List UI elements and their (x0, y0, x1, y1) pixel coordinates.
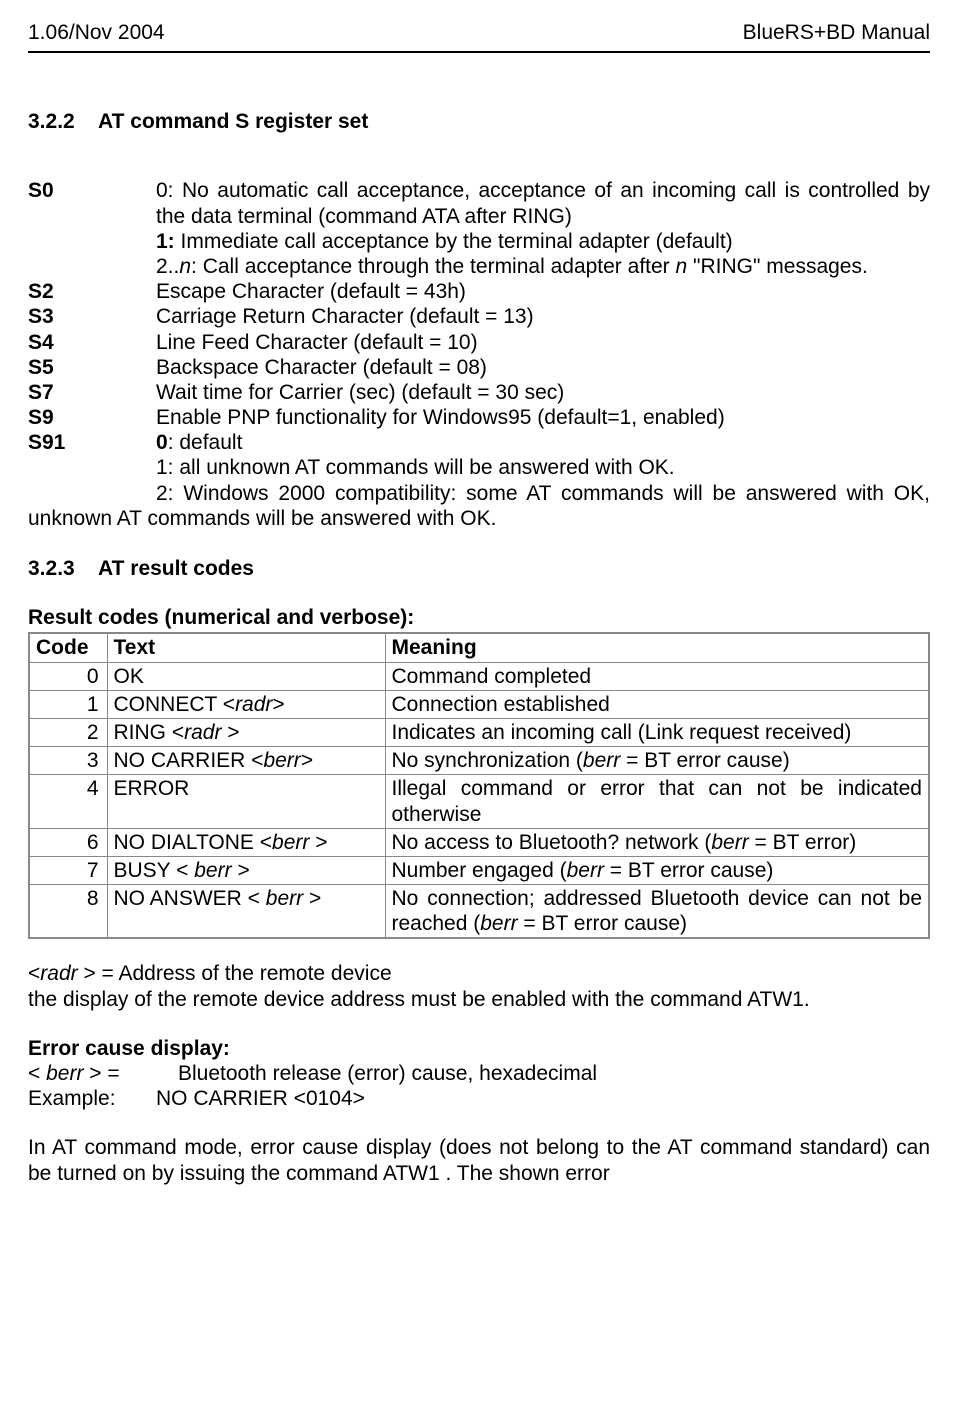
cell-code: 8 (29, 885, 107, 939)
cell-meaning: Command completed (385, 662, 929, 690)
result-codes-table: Code Text Meaning 0 OK Command completed… (28, 632, 930, 939)
s0-line1: 0: No automatic call acceptance, accepta… (156, 178, 930, 228)
s7-text: Wait time for Carrier (sec) (default = 3… (156, 380, 930, 405)
error-cause-heading: Error cause display: (28, 1036, 930, 1061)
section-322-title: AT command S register set (98, 110, 368, 133)
s91-line3: 2: Windows 2000 compatibility: some AT c… (28, 481, 930, 531)
table-row: 6 NO DIALTONE <berr > No access to Bluet… (29, 828, 929, 856)
s91-line2: 1: all unknown AT commands will be answe… (156, 455, 930, 480)
cell-code: 1 (29, 690, 107, 718)
s9-label: S9 (28, 405, 156, 430)
cell-text: BUSY < berr > (107, 856, 385, 884)
cell-code: 0 (29, 662, 107, 690)
table-row: 1 CONNECT <radr> Connection established (29, 690, 929, 718)
s91-label: S91 (28, 430, 156, 455)
cell-meaning: Indicates an incoming call (Link request… (385, 718, 929, 746)
section-322-heading: 3.2.2AT command S register set (28, 109, 930, 134)
section-322-num: 3.2.2 (28, 109, 98, 134)
th-meaning: Meaning (385, 633, 929, 662)
cell-meaning: Illegal command or error that can not be… (385, 775, 929, 828)
radr-note: the display of the remote device address… (28, 987, 930, 1012)
cell-code: 2 (29, 718, 107, 746)
s5-text: Backspace Character (default = 08) (156, 355, 930, 380)
cell-code: 4 (29, 775, 107, 828)
cell-meaning: Number engaged (berr = BT error cause) (385, 856, 929, 884)
s9-text: Enable PNP functionality for Windows95 (… (156, 405, 930, 430)
cell-text: NO DIALTONE <berr > (107, 828, 385, 856)
cell-code: 3 (29, 747, 107, 775)
cell-text: NO CARRIER <berr> (107, 747, 385, 775)
s91-line1: 0: default (156, 430, 930, 455)
cell-text: RING <radr > (107, 718, 385, 746)
s0-line2: 1: Immediate call acceptance by the term… (156, 229, 930, 254)
cell-meaning: No synchronization (berr = BT error caus… (385, 747, 929, 775)
header-right: BlueRS+BD Manual (743, 20, 930, 45)
table-header-row: Code Text Meaning (29, 633, 929, 662)
radr-definition: <radr > = Address of the remote device (28, 961, 930, 986)
cell-text: ERROR (107, 775, 385, 828)
s2-text: Escape Character (default = 43h) (156, 279, 930, 304)
th-code: Code (29, 633, 107, 662)
table-row: 8 NO ANSWER < berr > No connection; addr… (29, 885, 929, 939)
cell-code: 6 (29, 828, 107, 856)
table-caption: Result codes (numerical and verbose): (28, 605, 930, 630)
table-row: 2 RING <radr > Indicates an incoming cal… (29, 718, 929, 746)
table-row: 0 OK Command completed (29, 662, 929, 690)
cell-text: CONNECT <radr> (107, 690, 385, 718)
s0-line3: 2..n: Call acceptance through the termin… (156, 254, 930, 279)
s4-text: Line Feed Character (default = 10) (156, 330, 930, 355)
table-row: 4 ERROR Illegal command or error that ca… (29, 775, 929, 828)
section-323-num: 3.2.3 (28, 556, 98, 581)
cell-meaning: No connection; addressed Bluetooth devic… (385, 885, 929, 939)
section-323-title: AT result codes (98, 557, 254, 580)
example-row: Example: NO CARRIER <0104> (28, 1086, 930, 1111)
header-divider (28, 51, 930, 53)
th-text: Text (107, 633, 385, 662)
cell-meaning: Connection established (385, 690, 929, 718)
berr-definition: < berr > = Bluetooth release (error) cau… (28, 1061, 930, 1086)
s2-label: S2 (28, 279, 156, 304)
header-left: 1.06/Nov 2004 (28, 20, 165, 45)
s0-label: S0 (28, 178, 156, 203)
s3-text: Carriage Return Character (default = 13) (156, 304, 930, 329)
cell-text: OK (107, 662, 385, 690)
cell-text: NO ANSWER < berr > (107, 885, 385, 939)
s7-label: S7 (28, 380, 156, 405)
s5-label: S5 (28, 355, 156, 380)
table-row: 7 BUSY < berr > Number engaged (berr = B… (29, 856, 929, 884)
cell-code: 7 (29, 856, 107, 884)
s3-label: S3 (28, 304, 156, 329)
table-row: 3 NO CARRIER <berr> No synchronization (… (29, 747, 929, 775)
final-paragraph: In AT command mode, error cause display … (28, 1135, 930, 1185)
cell-meaning: No access to Bluetooth? network (berr = … (385, 828, 929, 856)
s4-label: S4 (28, 330, 156, 355)
section-323-heading: 3.2.3AT result codes (28, 556, 930, 581)
